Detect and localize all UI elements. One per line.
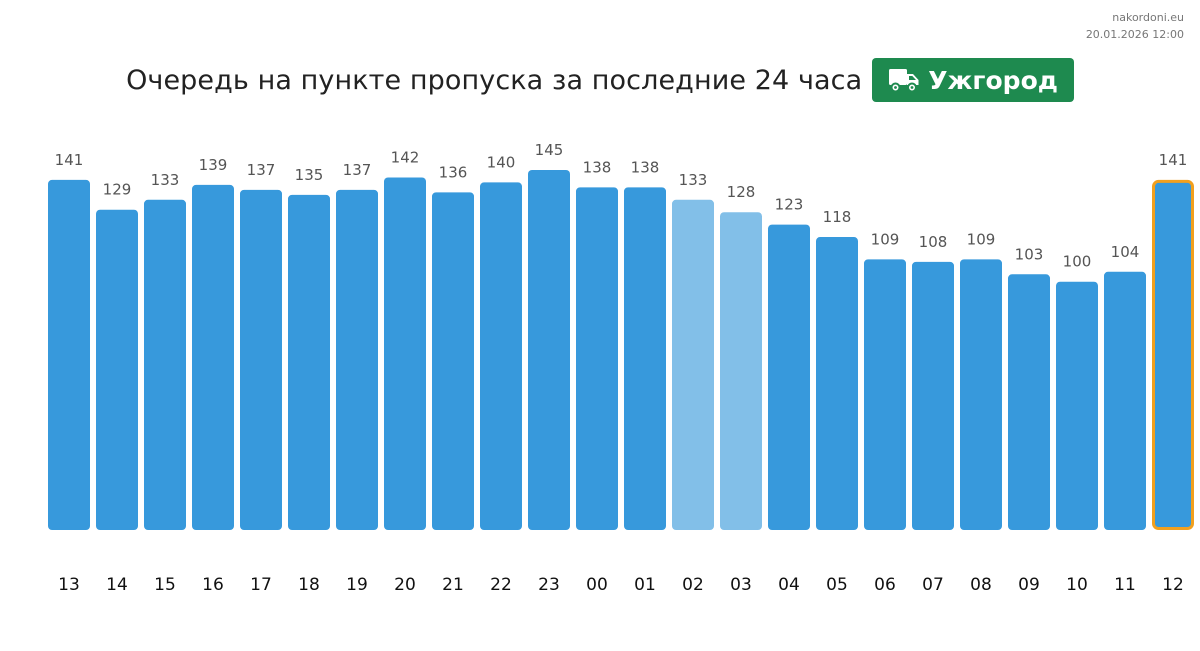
tick-label-04: 04 — [778, 575, 800, 595]
tick-label-03: 03 — [730, 575, 752, 595]
value-label-08: 109 — [967, 230, 996, 248]
tick-label-17: 17 — [250, 575, 272, 595]
bar-06 — [864, 259, 906, 530]
value-label-18: 135 — [295, 166, 324, 184]
value-label-14: 129 — [103, 181, 132, 199]
timestamp: 20.01.2026 12:00 — [1085, 28, 1184, 41]
bar-09 — [1008, 274, 1050, 530]
site-name: nakordoni.eu — [1112, 11, 1184, 24]
tick-label-13: 13 — [58, 575, 80, 595]
value-label-07: 108 — [919, 233, 948, 251]
value-label-13: 141 — [55, 151, 84, 169]
tick-label-16: 16 — [202, 575, 224, 595]
tick-label-12: 12 — [1162, 575, 1184, 595]
bar-23 — [528, 170, 570, 530]
bar-18 — [288, 194, 330, 531]
tick-label-14: 14 — [106, 575, 128, 595]
bar-00 — [576, 187, 618, 530]
tick-label-23: 23 — [538, 575, 560, 595]
value-label-23: 145 — [535, 141, 564, 159]
tick-label-15: 15 — [154, 575, 176, 595]
value-label-06: 109 — [871, 230, 900, 248]
bar-11 — [1104, 271, 1146, 530]
tick-label-07: 07 — [922, 575, 944, 595]
value-label-16: 139 — [199, 156, 228, 174]
bar-02 — [672, 199, 714, 531]
tick-label-09: 09 — [1018, 575, 1040, 595]
bar-10 — [1056, 281, 1098, 530]
bar-03 — [720, 212, 762, 530]
bar-04 — [768, 224, 810, 530]
value-label-02: 133 — [679, 171, 708, 189]
bar-22 — [480, 182, 522, 530]
tick-label-00: 00 — [586, 575, 608, 595]
value-label-05: 118 — [823, 208, 852, 226]
title-row: Очередь на пункте пропуска за последние … — [0, 58, 1200, 102]
tick-label-08: 08 — [970, 575, 992, 595]
value-label-19: 137 — [343, 161, 372, 179]
tick-label-22: 22 — [490, 575, 512, 595]
bar-08 — [960, 259, 1002, 530]
value-label-11: 104 — [1111, 243, 1140, 261]
tick-label-21: 21 — [442, 575, 464, 595]
value-label-01: 138 — [631, 158, 660, 176]
bar-07 — [912, 261, 954, 530]
header-meta: nakordoni.eu 20.01.2026 12:00 — [1086, 9, 1184, 43]
bar-12 — [1152, 179, 1194, 530]
bar-14 — [96, 209, 138, 531]
tick-label-01: 01 — [634, 575, 656, 595]
value-label-22: 140 — [487, 153, 516, 171]
value-label-12: 141 — [1159, 151, 1188, 169]
bar-20 — [384, 177, 426, 530]
bar-05 — [816, 237, 858, 530]
bar-16 — [192, 184, 234, 530]
bar-21 — [432, 192, 474, 530]
value-label-04: 123 — [775, 196, 804, 214]
truck-icon — [889, 69, 919, 93]
value-label-20: 142 — [391, 148, 420, 166]
tick-label-06: 06 — [874, 575, 896, 595]
tick-label-20: 20 — [394, 575, 416, 595]
value-label-09: 103 — [1015, 245, 1044, 263]
value-label-15: 133 — [151, 171, 180, 189]
tick-label-10: 10 — [1066, 575, 1088, 595]
bar-13 — [48, 179, 90, 530]
bar-01 — [624, 187, 666, 530]
bar-19 — [336, 189, 378, 531]
bar-15 — [144, 199, 186, 531]
value-label-10: 100 — [1063, 253, 1092, 271]
value-label-17: 137 — [247, 161, 276, 179]
tick-label-05: 05 — [826, 575, 848, 595]
tick-label-18: 18 — [298, 575, 320, 595]
location-badge[interactable]: Ужгород — [872, 58, 1074, 102]
bar-17 — [240, 189, 282, 531]
value-label-03: 128 — [727, 183, 756, 201]
location-label: Ужгород — [928, 65, 1058, 95]
value-label-21: 136 — [439, 163, 468, 181]
tick-label-11: 11 — [1114, 575, 1136, 595]
value-label-00: 138 — [583, 158, 612, 176]
tick-label-02: 02 — [682, 575, 704, 595]
chart-title: Очередь на пункте пропуска за последние … — [126, 64, 863, 96]
tick-label-19: 19 — [346, 575, 368, 595]
